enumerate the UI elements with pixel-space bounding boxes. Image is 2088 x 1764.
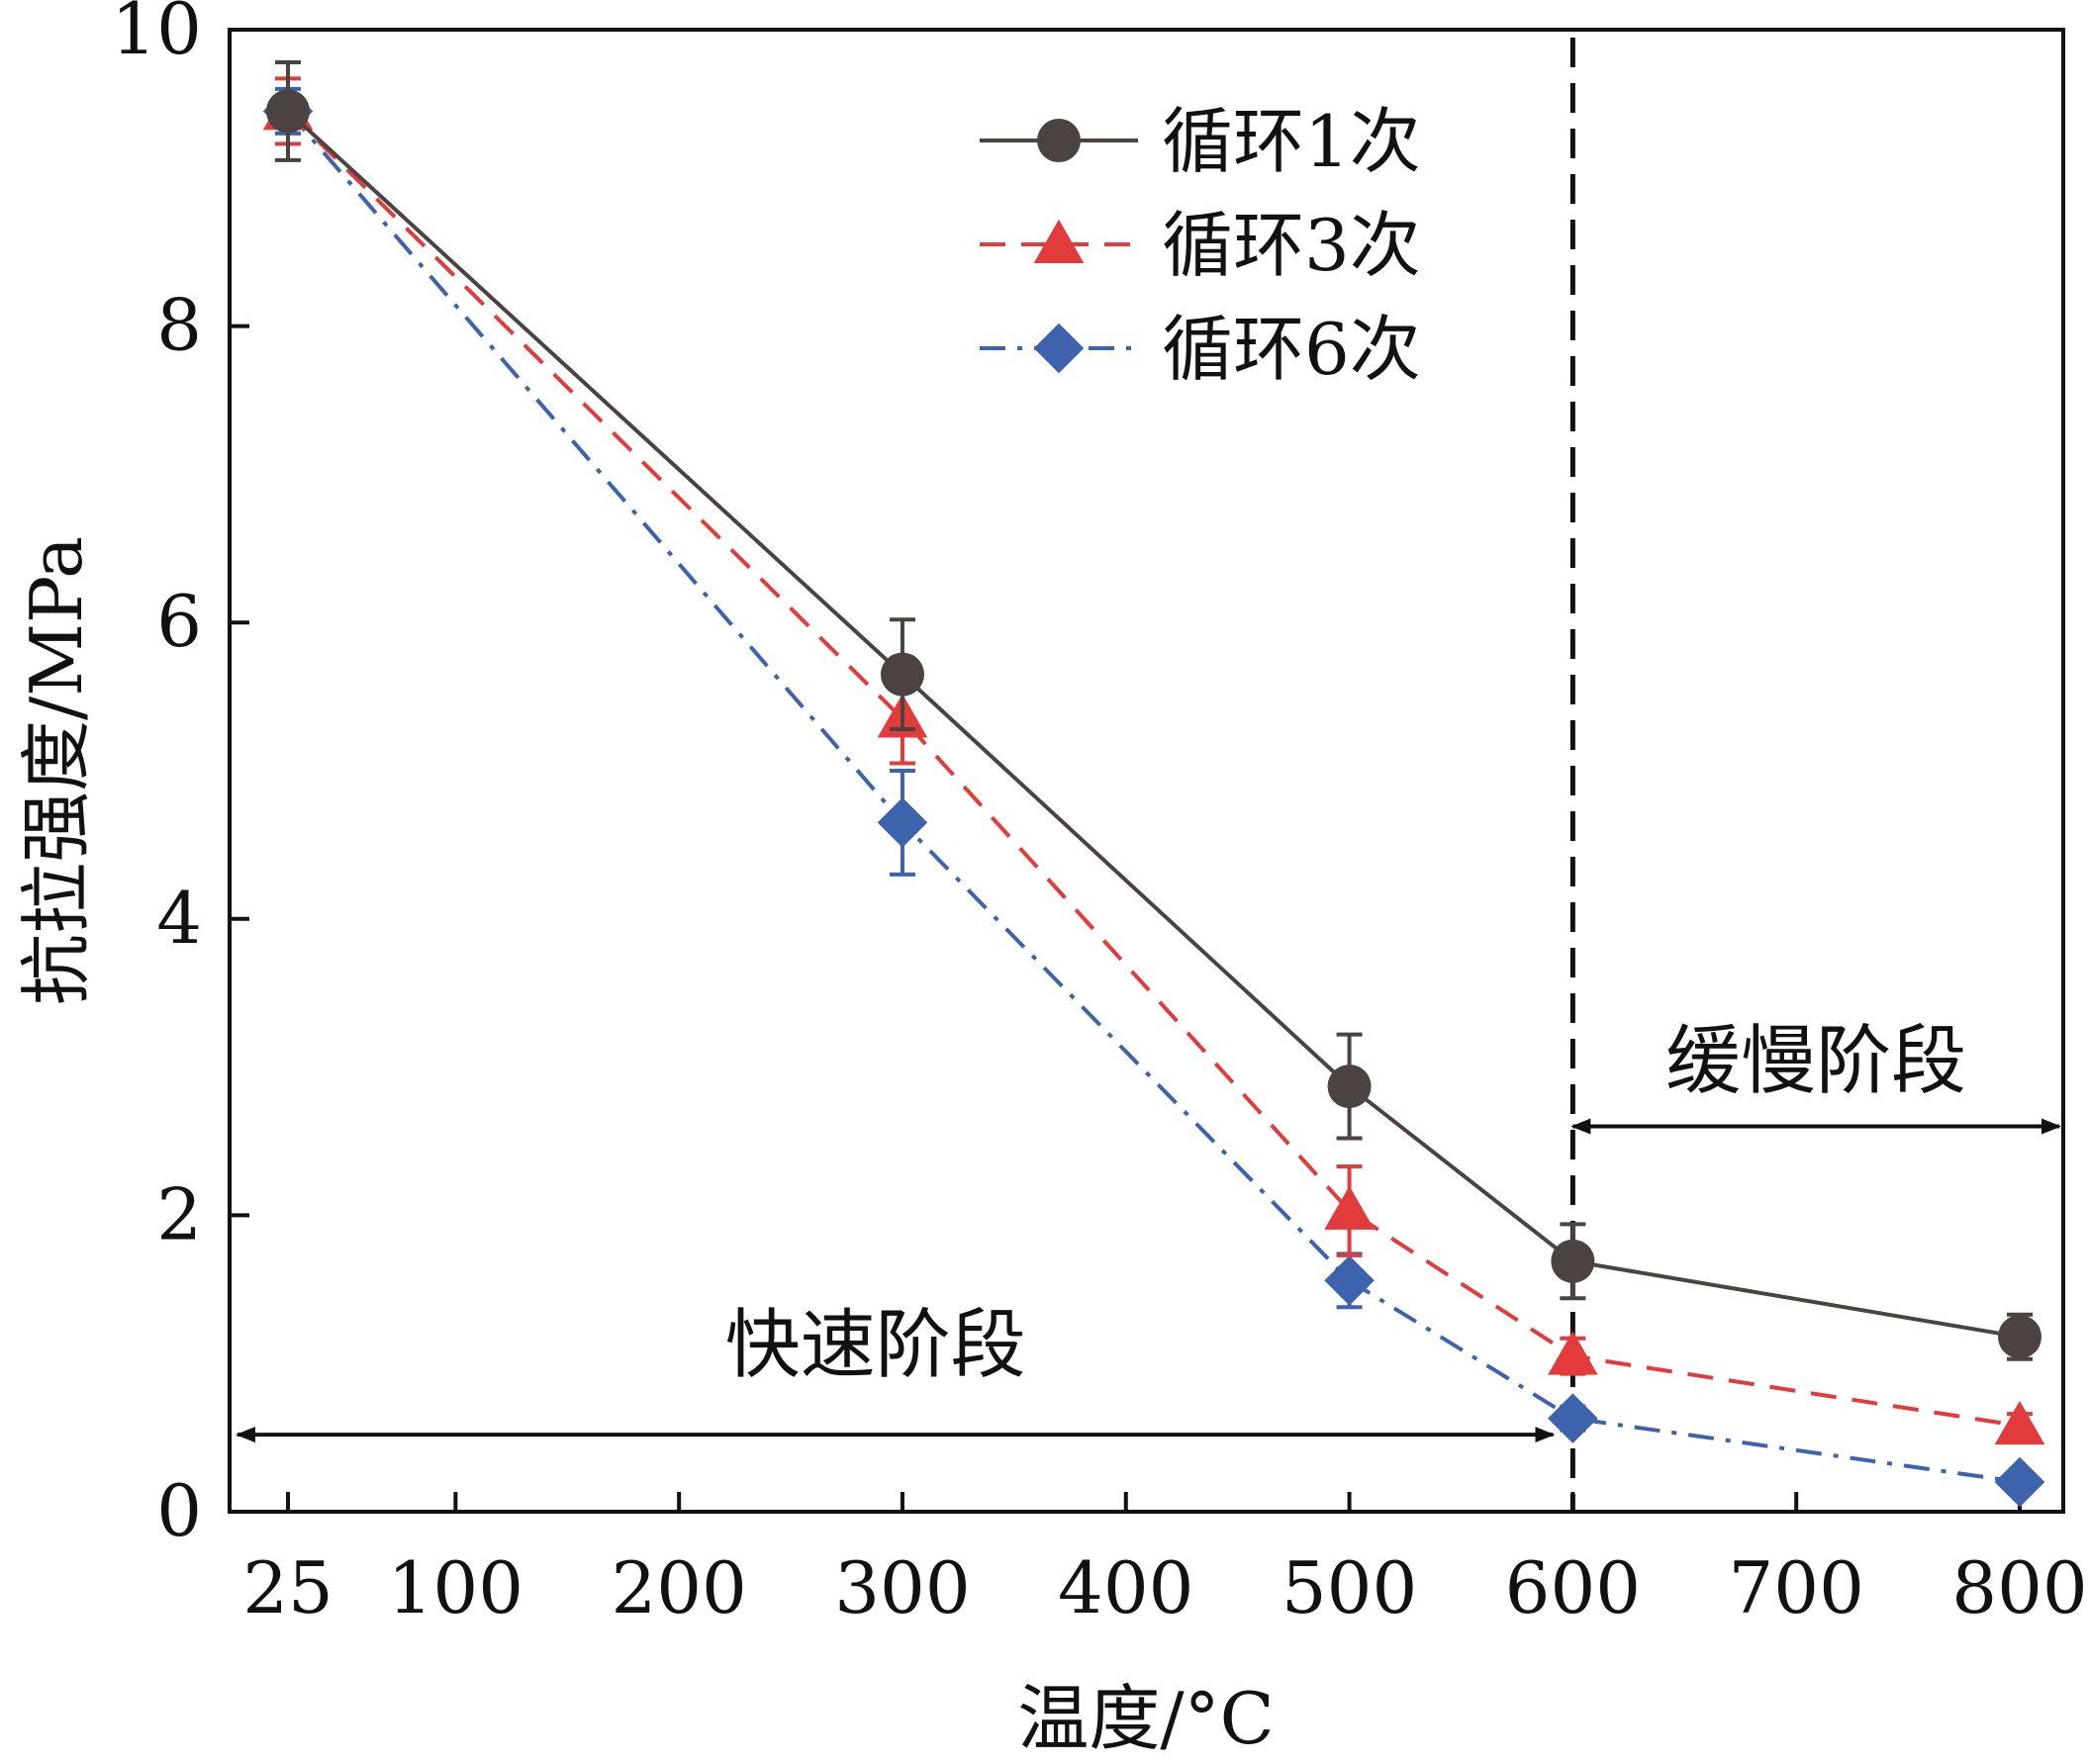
legend-label: 循环6次 [1162,308,1421,391]
x-axis-title: 温度/°C [1017,1677,1274,1760]
y-tick-label-6: 6 [156,580,202,663]
y-tick-label-8: 8 [156,284,202,367]
data-point [1998,1315,2041,1359]
x-tick-label-300: 300 [834,1546,970,1629]
data-point [1551,1239,1595,1283]
x-tick-label-700: 700 [1728,1546,1863,1629]
x-tick-label-600: 600 [1505,1546,1641,1629]
y-tick-label-4: 4 [156,877,202,960]
x-tick-label-25: 25 [242,1546,333,1629]
legend-label: 循环3次 [1162,204,1421,287]
x-tick-label-200: 200 [611,1546,746,1629]
series-layer [262,59,2045,1508]
legend-marker [1033,323,1085,374]
legend-label: 循环1次 [1162,100,1421,183]
data-point [877,797,928,848]
x-tick-label-100: 100 [388,1546,523,1629]
series-3 [262,86,2045,1508]
data-point [1994,1400,2045,1445]
data-point [266,89,310,134]
series-line [286,109,2021,1429]
y-axis-title: 抗拉强度/MPa [15,536,98,1005]
x-tick-label-400: 400 [1058,1546,1193,1629]
data-point [1548,1331,1598,1375]
y-tick-label-0: 0 [156,1469,202,1552]
y-axis: 0 2 4 6 8 10 [111,0,249,1552]
legend-item-3: 循环6次 [980,308,1421,391]
plot-frame [228,28,2065,1514]
y-tick-label-2: 2 [156,1172,202,1255]
legend-item-1: 循环1次 [980,100,1421,183]
y-tick-label-10: 10 [111,0,202,70]
legend-marker [1037,119,1081,162]
data-point [1324,1255,1375,1306]
data-point [1327,1065,1372,1109]
x-tick-label-500: 500 [1281,1546,1417,1629]
data-point [1548,1393,1598,1443]
x-tick-label-800: 800 [1951,1546,2087,1629]
series-2 [262,76,2045,1445]
legend-item-2: 循环3次 [980,204,1421,287]
fast-stage-label: 快速阶段 [725,1301,1026,1389]
series-line [286,110,2021,1485]
data-point [1994,1456,2045,1508]
slow-stage-label: 缓慢阶段 [1665,1017,1966,1105]
x-axis: 25 100 200 300 400 500 600 700 800 [242,1492,2088,1629]
legend-marker [1033,219,1085,263]
series-1 [266,59,2041,1361]
data-point [1324,1185,1375,1230]
stage-annotations: 快速阶段 缓慢阶段 [236,1017,2061,1443]
series-line [286,109,2021,1340]
data-point [880,652,924,696]
